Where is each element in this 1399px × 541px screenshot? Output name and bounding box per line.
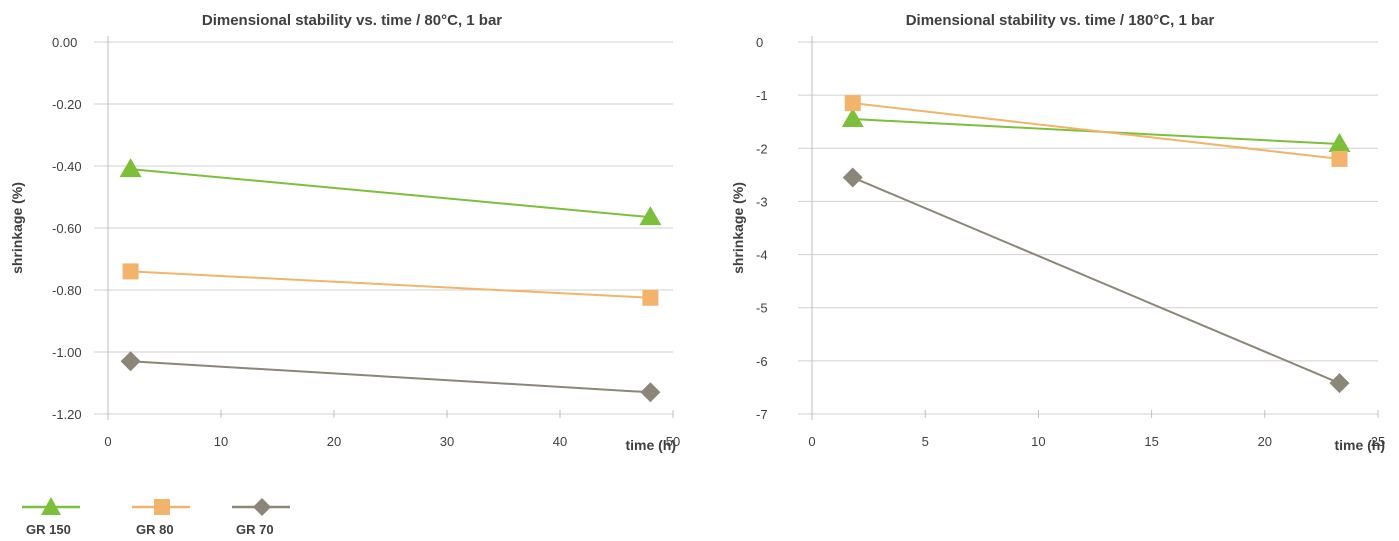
data-point-gr70: [640, 382, 661, 403]
data-point-gr80: [844, 95, 861, 112]
chart-title: Dimensional stability vs. time / 80°C, 1…: [202, 12, 502, 29]
x-tick-label: 50: [666, 434, 680, 449]
y-tick-label: 0: [756, 35, 763, 50]
x-tick-label: 30: [440, 434, 454, 449]
x-axis-label: time (h): [625, 437, 676, 453]
y-tick-label: -5: [756, 301, 768, 316]
x-tick-label: 20: [1258, 434, 1272, 449]
legend-swatch-gr70: [232, 498, 290, 516]
x-tick-label: 5: [922, 434, 929, 449]
y-tick-label: -1: [756, 88, 768, 103]
y-tick-label: -6: [756, 354, 768, 369]
legend-item-gr80: GR 80: [128, 490, 208, 540]
x-tick-label: 15: [1144, 434, 1158, 449]
x-axis-label: time (h): [1334, 437, 1385, 453]
legend-swatch-gr150: [22, 497, 80, 515]
y-tick-label: -0.40: [52, 159, 82, 174]
y-tick-label: -4: [756, 248, 768, 263]
x-tick-label: 40: [553, 434, 567, 449]
y-tick-label: -2: [756, 141, 768, 156]
x-tick-label: 0: [808, 434, 815, 449]
y-tick-label: -1.20: [52, 407, 82, 422]
x-tick-label: 0: [104, 434, 111, 449]
data-point-gr80: [1331, 150, 1348, 167]
series-line-gr70: [130, 360, 651, 394]
data-point-gr150: [1328, 133, 1351, 153]
chart-title: Dimensional stability vs. time / 180°C, …: [906, 12, 1215, 29]
data-point-gr70: [120, 351, 141, 372]
y-tick-label: -7: [756, 407, 768, 422]
y-tick-label: -3: [756, 194, 768, 209]
legend-item-gr70: GR 70: [228, 490, 308, 540]
data-point-gr150: [639, 206, 662, 226]
x-tick-label: 10: [1031, 434, 1045, 449]
chart-1: Dimensional stability vs. time / 80°C, 1…: [9, 12, 680, 453]
legend-item-gr150: GR 150: [14, 490, 94, 540]
y-axis-label: shrinkage (%): [9, 182, 25, 274]
data-point-gr150: [119, 158, 142, 178]
series-line-gr70: [852, 176, 1340, 385]
y-tick-label: -0.60: [52, 221, 82, 236]
data-point-gr80: [122, 263, 139, 280]
data-point-gr70: [1329, 373, 1350, 394]
series-line-gr150: [130, 168, 651, 219]
x-tick-label: 10: [214, 434, 228, 449]
legend-label-gr70: GR 70: [236, 522, 274, 537]
y-tick-label: -0.80: [52, 283, 82, 298]
y-tick-label: 0.00: [52, 35, 77, 50]
series-line-gr80: [130, 270, 651, 299]
legend-swatch-gr80: [132, 499, 190, 515]
series-line-gr80: [852, 102, 1340, 160]
data-point-gr70: [842, 167, 863, 188]
x-tick-label: 20: [327, 434, 341, 449]
legend: GR 150 GR 80 GR 70: [0, 490, 320, 540]
x-tick-label: 25: [1371, 434, 1385, 449]
y-axis-label: shrinkage (%): [730, 182, 746, 274]
chart-2: Dimensional stability vs. time / 180°C, …: [730, 12, 1385, 453]
data-point-gr150: [841, 108, 864, 128]
y-tick-label: -0.20: [52, 97, 82, 112]
y-tick-label: -1.00: [52, 345, 82, 360]
legend-label-gr150: GR 150: [26, 522, 71, 537]
legend-label-gr80: GR 80: [136, 522, 174, 537]
data-point-gr80: [642, 289, 659, 306]
